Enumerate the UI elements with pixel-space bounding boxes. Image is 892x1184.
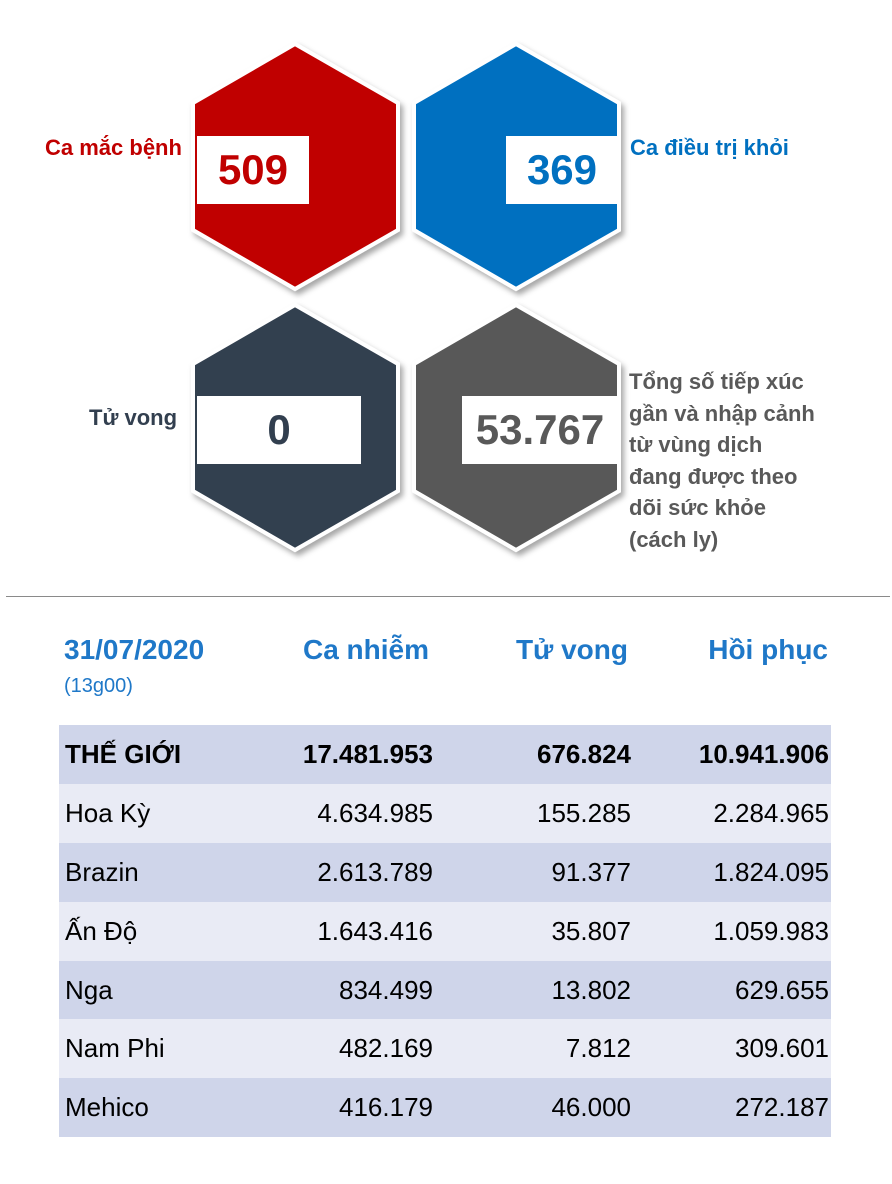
table-row: Mehico 416.179 46.000 272.187	[59, 1078, 831, 1138]
country-name: Nam Phi	[65, 1033, 165, 1064]
table-row: Nam Phi 482.169 7.812 309.601	[59, 1019, 831, 1079]
recovered-label: Ca điều trị khỏi	[630, 135, 789, 160]
deaths-cell: 46.000	[551, 1092, 631, 1123]
deaths-cell: 35.807	[551, 915, 631, 946]
deaths-cell: 13.802	[551, 974, 631, 1005]
table-row: Brazin 2.613.789 91.377 1.824.095	[59, 842, 831, 902]
header-deaths: Tử vong	[515, 634, 628, 665]
table-time: (13g00)	[64, 675, 133, 697]
recovered-cell: 272.187	[735, 1092, 829, 1123]
recovered-cell: 2.284.965	[713, 797, 829, 828]
cases-cell: 834.499	[339, 974, 433, 1005]
recovered-cell: 10.941.906	[698, 738, 829, 769]
header-cases: Ca nhiễm	[302, 634, 429, 665]
cases-cell: 482.169	[339, 1033, 433, 1064]
cases-cell: 17.481.953	[302, 738, 433, 769]
country-name: THẾ GIỚI	[65, 738, 182, 769]
table-row: Ấn Độ 1.643.416 35.807 1.059.983	[59, 901, 831, 961]
recovered-cell: 1.059.983	[713, 915, 829, 946]
cases-label: Ca mắc bệnh	[45, 135, 182, 160]
deaths-label: Tử vong	[89, 405, 178, 430]
cases-cell: 2.613.789	[317, 856, 433, 887]
country-name: Hoa Kỳ	[65, 797, 151, 828]
table-row: Nga 834.499 13.802 629.655	[59, 960, 831, 1020]
recovered-cell: 309.601	[735, 1033, 829, 1064]
cases-cell: 416.179	[339, 1092, 433, 1123]
cases-value: 509	[197, 136, 309, 204]
cases-cell: 1.643.416	[317, 915, 433, 946]
table-row: Hoa Kỳ 4.634.985 155.285 2.284.965	[59, 783, 831, 843]
header-recovered: Hồi phục	[708, 634, 828, 665]
deaths-cell: 91.377	[551, 856, 631, 887]
deaths-cell: 7.812	[565, 1033, 631, 1064]
country-table: THẾ GIỚI 17.481.953 676.824 10.941.906 Hoa K…	[59, 725, 831, 1138]
recovered-cell: 1.824.095	[713, 856, 829, 887]
section-divider	[6, 596, 890, 597]
recovered-cell: 629.655	[735, 974, 829, 1005]
recovered-value: 369	[506, 136, 618, 204]
country-name: Brazin	[65, 856, 139, 887]
country-name: Mehico	[65, 1092, 149, 1123]
monitored-value: 53.767	[462, 396, 618, 464]
country-name: Ấn Độ	[65, 915, 138, 946]
table-row: THẾ GIỚI 17.481.953 676.824 10.941.906	[59, 725, 831, 784]
stats-panel: 509 369 0 53.767 Ca mắc bệnh Ca điều trị…	[0, 0, 892, 580]
monitored-label: Tổng số tiếp xúc gần và nhập cảnh từ vùn…	[629, 369, 815, 552]
deaths-cell: 676.824	[537, 738, 631, 769]
deaths-cell: 155.285	[537, 797, 631, 828]
deaths-value: 0	[197, 396, 361, 464]
table-date: 31/07/2020	[64, 634, 205, 665]
country-name: Nga	[65, 974, 113, 1005]
cases-cell: 4.634.985	[317, 797, 433, 828]
